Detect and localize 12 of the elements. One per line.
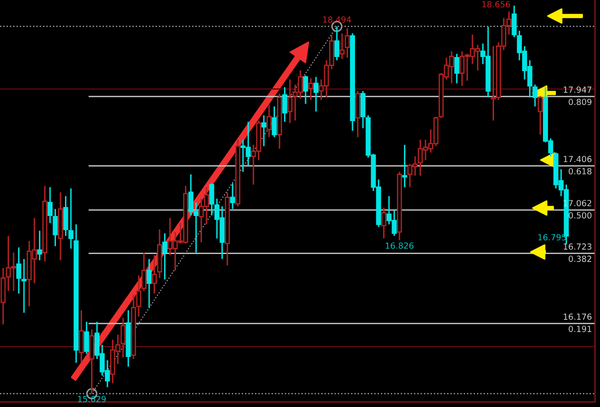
ref-line-label: 17.406 bbox=[564, 156, 592, 162]
annotation: 18.494 bbox=[323, 16, 351, 23]
annotation: 0.191 bbox=[568, 326, 592, 332]
annotation: 15.629 bbox=[78, 396, 106, 402]
annotation: 0.382 bbox=[568, 256, 592, 262]
annotation: 16.826 bbox=[386, 242, 414, 249]
annotation: 18.656 bbox=[482, 1, 510, 8]
ref-line-label: 16.176 bbox=[564, 314, 592, 320]
ref-line-label: 17.947 bbox=[564, 86, 592, 93]
annotation: 0.809 bbox=[568, 98, 592, 106]
ref-line-label: 16.723 bbox=[564, 243, 592, 250]
annotation: 0.618 bbox=[568, 168, 592, 174]
